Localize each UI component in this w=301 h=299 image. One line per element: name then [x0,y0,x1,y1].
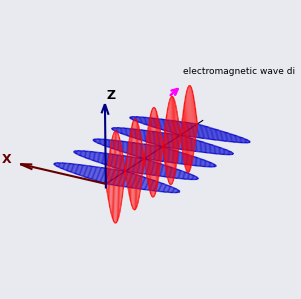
Text: electromagnetic wave di: electromagnetic wave di [183,67,296,76]
